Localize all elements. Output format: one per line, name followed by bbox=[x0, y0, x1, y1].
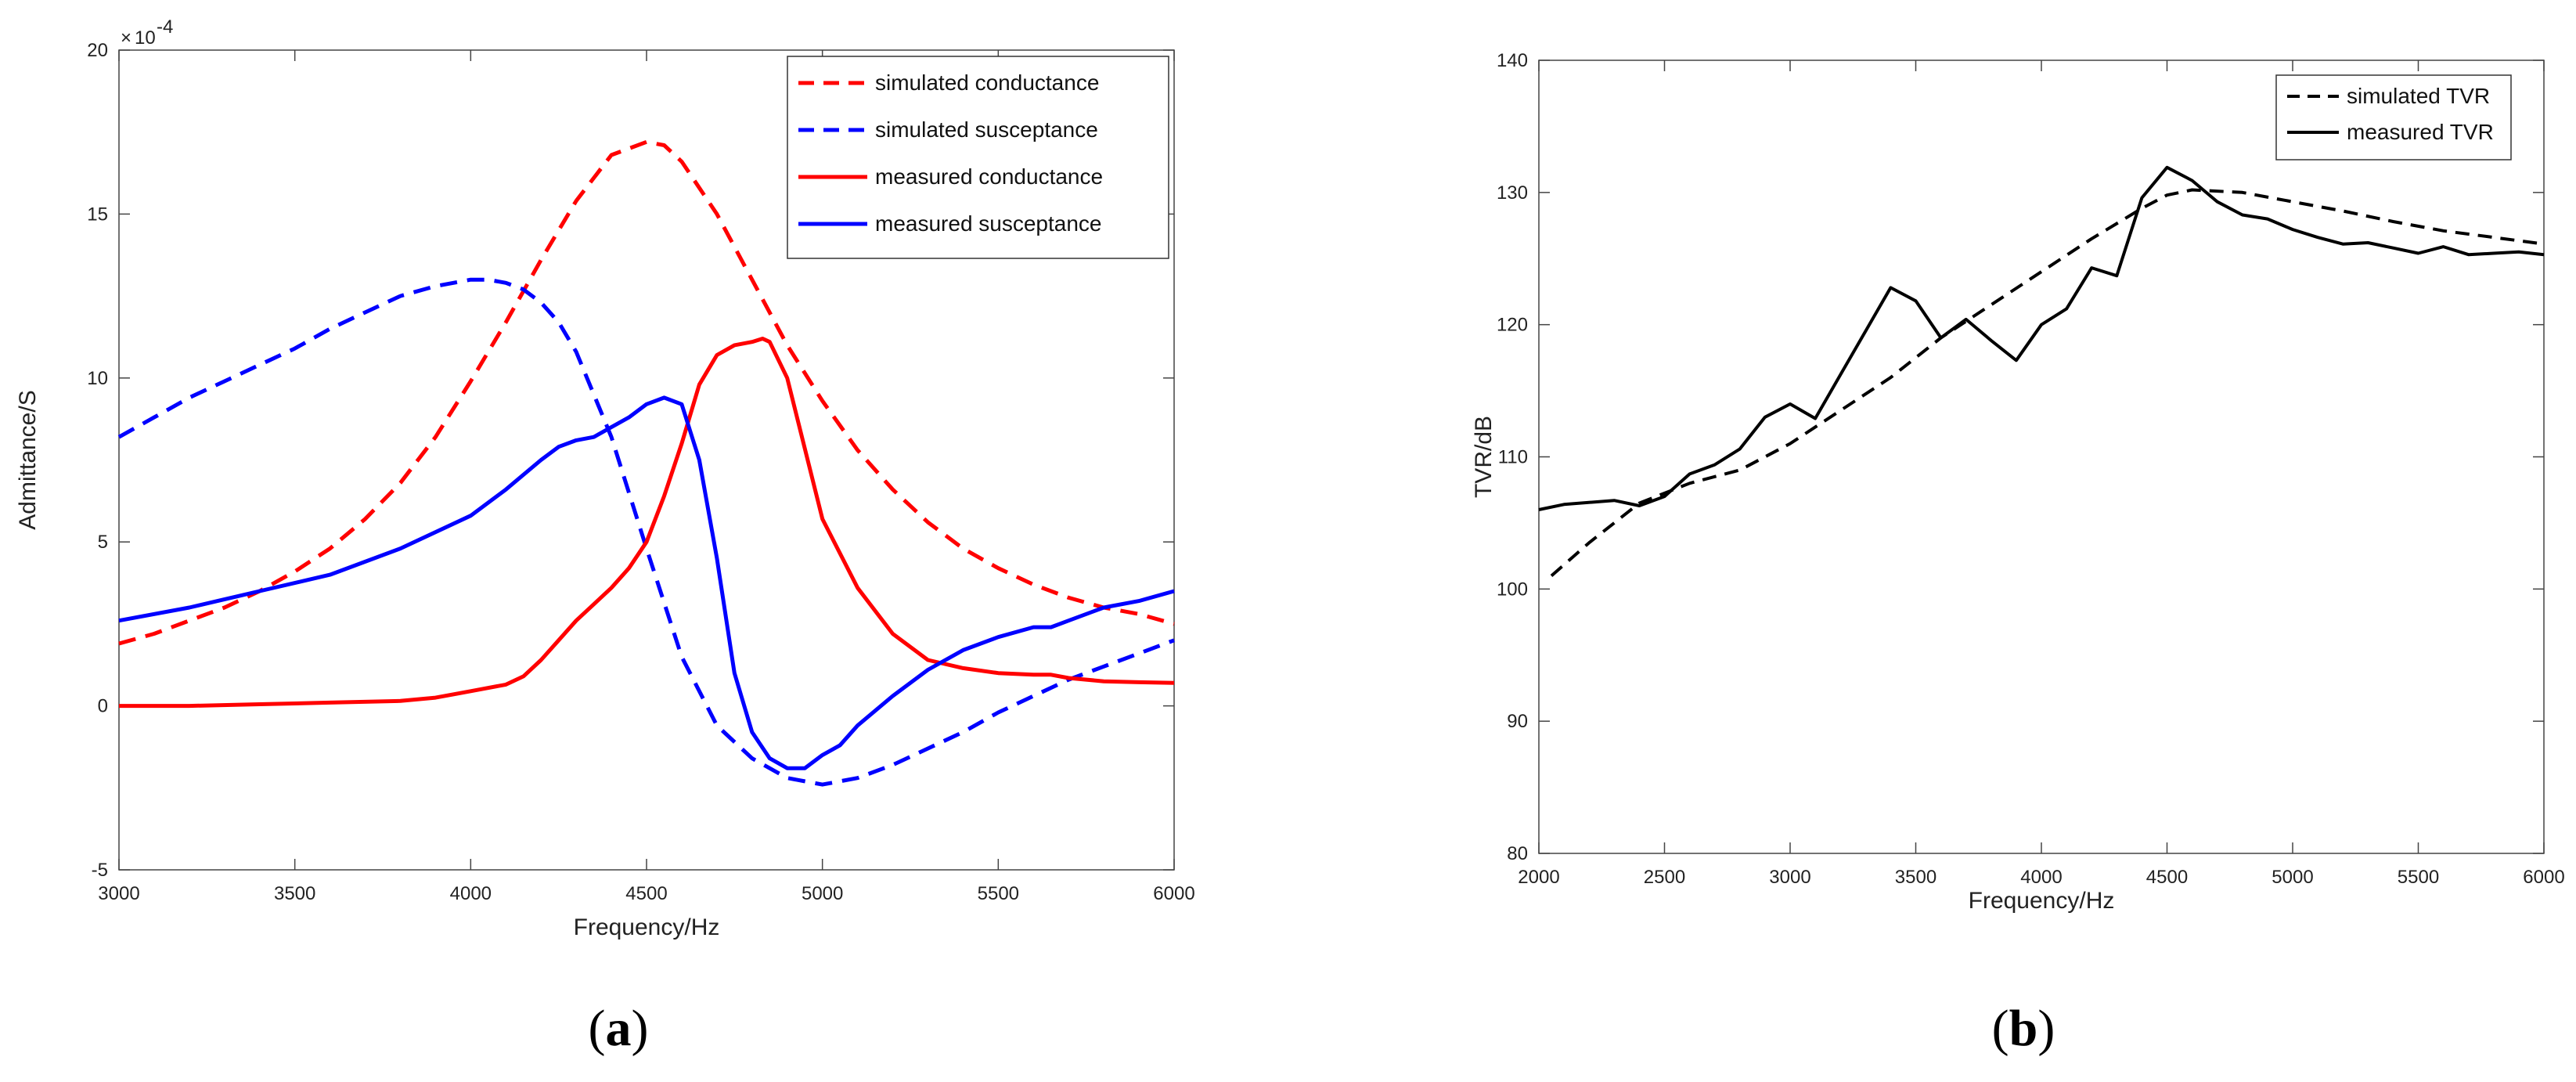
series-line-simulated-susceptance bbox=[117, 277, 1175, 787]
caption-letter: b bbox=[2009, 1000, 2038, 1057]
caption-close-paren: ) bbox=[2037, 1000, 2055, 1057]
y-tick-label: 100 bbox=[1497, 579, 1528, 600]
y-tick-label: 110 bbox=[1498, 447, 1528, 468]
chart-panel-b: 2000 2500 3000 3500 4000 4500 5000 5500 6000 80 90… bbox=[1471, 50, 2565, 1057]
series-line-measured-tvr bbox=[1538, 165, 2545, 511]
x-tick-label: 3000 bbox=[98, 883, 139, 904]
panel-caption: (b) bbox=[1992, 1000, 2055, 1057]
multiplier-base: 10 bbox=[135, 27, 156, 49]
legend-entry: simulated TVR bbox=[2347, 84, 2490, 108]
caption-open-paren: ( bbox=[589, 1000, 606, 1057]
y-tick-label: 20 bbox=[87, 40, 108, 61]
caption-text: (b) bbox=[1992, 1000, 2055, 1057]
x-tick-label: 4000 bbox=[450, 883, 492, 904]
y-tick-label: 90 bbox=[1507, 711, 1528, 732]
caption-close-paren: ) bbox=[632, 1000, 649, 1057]
x-tick-label: 3500 bbox=[274, 883, 315, 904]
y-tick-label: 130 bbox=[1497, 182, 1528, 204]
x-tick-label: 6000 bbox=[2523, 867, 2564, 888]
x-tick-label: 3500 bbox=[1895, 867, 1937, 888]
x-tick-label: 5500 bbox=[978, 883, 1019, 904]
panel-caption: (a) bbox=[589, 1000, 649, 1057]
plot-area-frame bbox=[1538, 60, 2545, 854]
x-tick-label: 4000 bbox=[2020, 867, 2062, 888]
x-tick-label: 2000 bbox=[1518, 867, 1559, 888]
y-tick-label: 0 bbox=[98, 696, 108, 717]
legend-entry: measured conductance bbox=[875, 164, 1103, 189]
x-tick-label: 5000 bbox=[2272, 867, 2313, 888]
y-axis-label: Admittance/S bbox=[15, 390, 41, 529]
y-tick-label: -5 bbox=[92, 860, 108, 881]
y-axis-multiplier: × 10-4 bbox=[121, 16, 173, 49]
series-line-simulated-tvr bbox=[1550, 188, 2545, 578]
series-line-measured-susceptance bbox=[118, 395, 1175, 770]
series-line-measured-conductance bbox=[119, 337, 1175, 709]
x-axis-label: Frequency/Hz bbox=[574, 914, 720, 940]
legend-entry: simulated susceptance bbox=[875, 117, 1098, 142]
legend-entry: measured TVR bbox=[2347, 120, 2494, 144]
x-tick-label: 5000 bbox=[802, 883, 843, 904]
caption-open-paren: ( bbox=[1992, 1000, 2009, 1057]
legend: simulated TVR measured TVR bbox=[2275, 74, 2512, 160]
multiplier-times: × bbox=[121, 27, 132, 49]
multiplier-exponent: -4 bbox=[157, 16, 173, 38]
caption-text: (a) bbox=[589, 1000, 649, 1057]
x-tick-label: 2500 bbox=[1644, 867, 1685, 888]
y-tick-label: 120 bbox=[1497, 315, 1528, 336]
series-line-simulated-conductance bbox=[118, 139, 1175, 646]
y-tick-label: 15 bbox=[87, 204, 108, 225]
y-tick-label: 10 bbox=[87, 368, 108, 389]
x-axis-label: Frequency/Hz bbox=[1969, 888, 2115, 914]
y-tick-label: 140 bbox=[1497, 50, 1528, 71]
x-tick-label: 6000 bbox=[1153, 883, 1194, 904]
legend-box bbox=[2275, 74, 2512, 160]
legend: simulated conductance simulated susceptan… bbox=[787, 56, 1169, 259]
x-tick-label: 4500 bbox=[2146, 867, 2188, 888]
y-tick-label: 5 bbox=[98, 532, 108, 553]
caption-letter: a bbox=[606, 1000, 632, 1057]
x-tick-label: 5500 bbox=[2398, 867, 2439, 888]
y-tick-label: 80 bbox=[1507, 843, 1528, 864]
y-axis-label: TVR/dB bbox=[1471, 416, 1497, 498]
x-tick-label: 3000 bbox=[1769, 867, 1810, 888]
legend-entry: simulated conductance bbox=[875, 70, 1099, 95]
legend-entry: measured susceptance bbox=[875, 211, 1102, 236]
x-tick-label: 4500 bbox=[625, 883, 667, 904]
